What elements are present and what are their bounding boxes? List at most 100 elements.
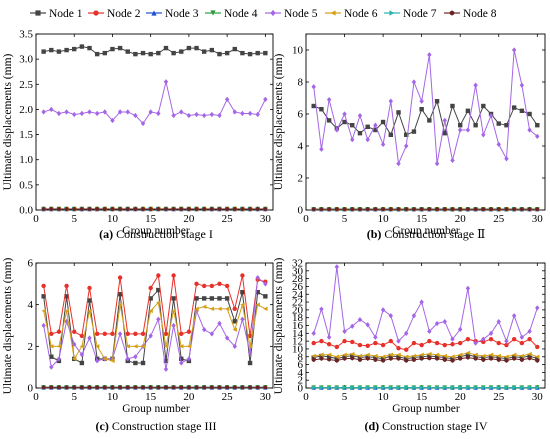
- data-point: [179, 331, 184, 337]
- data-point: [473, 82, 478, 88]
- data-point: [125, 385, 130, 390]
- data-point: [326, 352, 332, 357]
- data-point: [209, 296, 215, 301]
- y-tick-label: 6: [298, 359, 304, 371]
- data-point: [87, 109, 92, 115]
- series-node-5: [311, 47, 540, 167]
- data-point: [373, 207, 378, 212]
- data-point: [381, 207, 385, 212]
- data-point: [156, 300, 161, 305]
- data-point: [527, 336, 532, 342]
- y-tick-label: 0: [298, 383, 304, 395]
- data-point: [156, 273, 161, 278]
- data-point: [133, 360, 138, 366]
- data-point: [334, 358, 339, 363]
- data-point: [255, 302, 260, 307]
- data-point: [179, 385, 184, 390]
- data-point: [209, 111, 215, 118]
- data-point: [255, 385, 260, 390]
- data-point: [209, 47, 215, 53]
- data-point: [450, 336, 455, 342]
- data-point: [496, 355, 501, 360]
- data-point: [419, 207, 424, 212]
- data-point: [94, 331, 100, 337]
- data-point: [171, 322, 176, 329]
- data-point: [187, 206, 191, 212]
- data-point: [41, 109, 46, 115]
- data-point: [225, 385, 230, 390]
- panels: 0 5 10 15 20 25 300.00.51.01.52.02.53.03.5Grou…: [2, 29, 546, 433]
- data-point: [240, 50, 245, 56]
- data-point: [217, 385, 222, 390]
- data-point: [457, 385, 463, 390]
- data-point: [118, 385, 122, 390]
- data-point: [94, 358, 100, 364]
- data-point: [388, 132, 394, 137]
- data-point: [125, 109, 130, 115]
- data-point: [102, 356, 108, 362]
- legend-marker: [35, 10, 41, 16]
- data-point: [56, 356, 62, 362]
- data-point: [41, 206, 46, 212]
- data-point: [102, 206, 107, 212]
- chart-panel-d: 0 5 10 15 20 25 300246810121416182022242628303…: [273, 257, 546, 433]
- data-point: [248, 206, 252, 212]
- data-point: [465, 336, 471, 342]
- x-tick-label: 20: [183, 213, 195, 225]
- data-point: [450, 157, 455, 164]
- data-point: [435, 207, 439, 212]
- series-line: [43, 301, 266, 362]
- data-point: [411, 385, 417, 390]
- x-tick-label: 30: [260, 391, 272, 403]
- data-point: [412, 357, 416, 363]
- data-point: [255, 50, 260, 56]
- data-point: [496, 141, 501, 148]
- data-point: [125, 206, 130, 212]
- data-point: [225, 206, 230, 212]
- data-point: [535, 344, 540, 350]
- data-point: [209, 331, 215, 337]
- data-point: [41, 385, 46, 390]
- data-point: [319, 353, 324, 359]
- y-tick-label: 22: [292, 297, 303, 309]
- data-point: [148, 333, 153, 339]
- data-point: [201, 304, 207, 309]
- data-point: [247, 349, 253, 356]
- data-point: [334, 127, 340, 133]
- data-point: [72, 385, 77, 390]
- y-tick-label: 0: [28, 383, 34, 395]
- data-point: [319, 207, 324, 212]
- data-point: [141, 206, 145, 212]
- data-point: [334, 354, 340, 359]
- x-tick-label: 30: [260, 213, 272, 225]
- data-point: [209, 385, 214, 390]
- data-point: [311, 385, 316, 390]
- data-point: [511, 313, 517, 319]
- series-line: [43, 46, 266, 55]
- data-point: [350, 353, 355, 358]
- data-point: [232, 319, 237, 324]
- data-point: [94, 344, 100, 349]
- data-point: [79, 110, 85, 117]
- data-point: [504, 354, 509, 359]
- data-point: [450, 354, 455, 359]
- legend-label: Node 3: [165, 8, 199, 20]
- series-node-8: [311, 355, 540, 363]
- data-point: [373, 385, 378, 390]
- series-node-8: [311, 207, 540, 212]
- data-point: [156, 316, 161, 322]
- data-point: [87, 45, 92, 51]
- data-point: [202, 206, 207, 212]
- data-point: [79, 44, 85, 49]
- data-point: [342, 207, 347, 212]
- data-point: [334, 344, 340, 350]
- data-point: [527, 351, 532, 357]
- data-point: [163, 79, 169, 85]
- data-point: [373, 122, 378, 128]
- data-point: [326, 96, 332, 103]
- data-point: [94, 51, 100, 57]
- data-point: [419, 385, 424, 390]
- data-point: [365, 136, 370, 143]
- data-point: [209, 283, 215, 289]
- data-point: [232, 206, 237, 212]
